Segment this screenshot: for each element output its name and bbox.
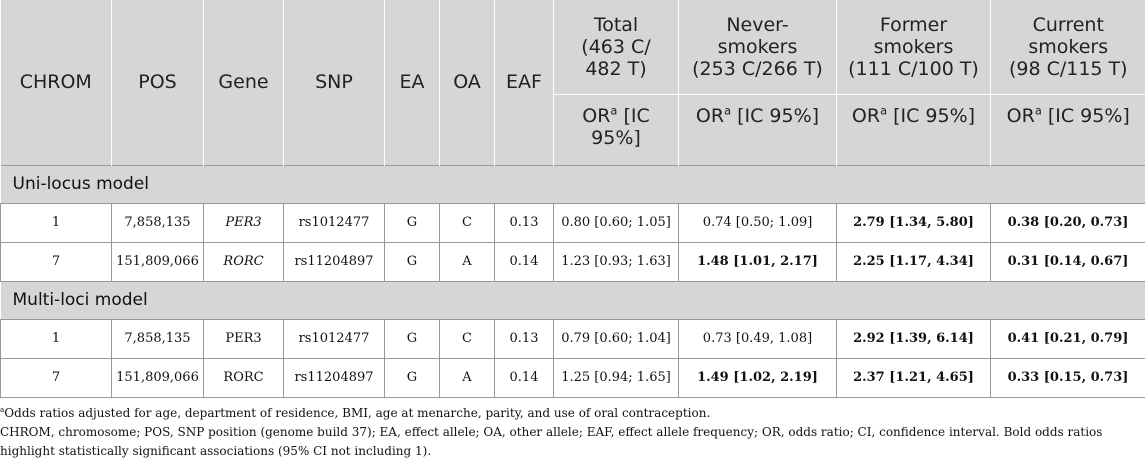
section-title: Uni-locus model (0, 164, 1145, 204)
group-header-never-smokers: Never- smokers (253 C/266 T) (678, 0, 837, 95)
footnote-mark: a (610, 103, 618, 118)
cell-eaf: 0.14 (494, 241, 554, 282)
group-header-total: Total (463 C/ 482 T) (553, 0, 679, 95)
ci-label: [IC 95%] (1041, 104, 1130, 127)
group-never-line2: smokers (717, 35, 798, 58)
cell-chrom: 7 (0, 241, 112, 282)
cell-never-or: 1.48 [1.01, 2.17] (678, 241, 837, 282)
cell-former-or: 2.25 [1.17, 4.34] (836, 241, 991, 282)
footnote-mark: a (1034, 103, 1042, 118)
cell-pos: 151,809,066 (111, 357, 204, 398)
cell-snp: rs11204897 (283, 357, 385, 398)
ci-label: [IC 95%] (731, 104, 820, 127)
group-total-line3: 482 T) (585, 57, 647, 80)
footnote-mark: a (880, 103, 888, 118)
group-total-line1: Total (593, 13, 639, 36)
cell-gene: PER3 (203, 318, 284, 359)
cell-chrom: 1 (0, 318, 112, 359)
cell-oa: A (439, 241, 495, 282)
or-label: OR (695, 104, 725, 127)
cell-ea: G (384, 241, 440, 282)
group-current-line3: (98 C/115 T) (1008, 57, 1128, 80)
cell-current-or: 0.31 [0.14, 0.67] (990, 241, 1145, 282)
col-header-pos: POS (111, 0, 204, 165)
cell-current-or: 0.33 [0.15, 0.73] (990, 357, 1145, 398)
section-title: Multi-loci model (0, 280, 1145, 320)
cell-pos: 151,809,066 (111, 241, 204, 282)
cell-eaf: 0.14 (494, 357, 554, 398)
cell-former-or: 2.79 [1.34, 5.80] (836, 202, 991, 243)
group-former-line1: Former (879, 13, 948, 36)
cell-total-or: 0.79 [0.60; 1.04] (553, 318, 679, 359)
cell-total-or: 1.23 [0.93; 1.63] (553, 241, 679, 282)
cell-gene: PER3 (203, 202, 284, 243)
ci-label: [IC 95%] (887, 104, 976, 127)
abbreviations-note: CHROM, chromosome; POS, SNP position (ge… (0, 425, 1103, 458)
group-current-line2: smokers (1028, 35, 1109, 58)
group-never-line3: (253 C/266 T) (692, 57, 823, 80)
cell-ea: G (384, 318, 440, 359)
col-header-snp: SNP (283, 0, 385, 165)
cell-chrom: 7 (0, 357, 112, 398)
table-row: 7 151,809,066 RORC rs11204897 G A 0.14 1… (0, 241, 1145, 282)
sub-header-never-or: ORa [IC 95%] (678, 94, 837, 165)
cell-never-or: 0.73 [0.49, 1.08] (678, 318, 837, 359)
section-row-multi-loci: Multi-loci model (0, 280, 1145, 320)
cell-oa: C (439, 202, 495, 243)
table-row: 7 151,809,066 RORC rs11204897 G A 0.14 1… (0, 357, 1145, 398)
table-notes: aOdds ratios adjusted for age, departmen… (0, 404, 1140, 461)
section-row-uni-locus: Uni-locus model (0, 164, 1145, 204)
cell-chrom: 1 (0, 202, 112, 243)
group-former-line2: smokers (873, 35, 954, 58)
group-never-line1: Never- (726, 13, 789, 36)
group-total-line2: (463 C/ (581, 35, 651, 58)
group-former-line3: (111 C/100 T) (848, 57, 979, 80)
ci-label: [IC 95%] (591, 104, 650, 149)
cell-oa: C (439, 318, 495, 359)
sub-header-former-or: ORa [IC 95%] (836, 94, 991, 165)
sub-header-total-or: ORa [IC 95%] (553, 94, 679, 165)
cell-snp: rs1012477 (283, 202, 385, 243)
cell-total-or: 1.25 [0.94; 1.65] (553, 357, 679, 398)
cell-former-or: 2.37 [1.21, 4.65] (836, 357, 991, 398)
cell-ea: G (384, 202, 440, 243)
or-label: OR (1006, 104, 1035, 127)
cell-oa: A (439, 357, 495, 398)
cell-eaf: 0.13 (494, 202, 554, 243)
cell-total-or: 0.80 [0.60; 1.05] (553, 202, 679, 243)
cell-pos: 7,858,135 (111, 318, 204, 359)
col-header-eaf: EAF (494, 0, 554, 165)
col-header-oa: OA (439, 0, 495, 165)
footnote: aOdds ratios adjusted for age, departmen… (0, 404, 1140, 423)
cell-never-or: 0.74 [0.50; 1.09] (678, 202, 837, 243)
group-current-line1: Current (1032, 13, 1104, 36)
cell-current-or: 0.41 [0.21, 0.79] (990, 318, 1145, 359)
group-header-current-smokers: Current smokers (98 C/115 T) (990, 0, 1145, 95)
footnote-mark: a (0, 405, 5, 414)
cell-ea: G (384, 357, 440, 398)
cell-snp: rs11204897 (283, 241, 385, 282)
cell-pos: 7,858,135 (111, 202, 204, 243)
cell-snp: rs1012477 (283, 318, 385, 359)
footnote-text: Odds ratios adjusted for age, department… (4, 406, 711, 420)
group-header-former-smokers: Former smokers (111 C/100 T) (836, 0, 991, 95)
results-table: CHROM POS Gene SNP EA OA EAF Total (463 … (0, 0, 1145, 398)
table-row: 1 7,858,135 PER3 rs1012477 G C 0.13 0.80… (0, 202, 1145, 243)
col-header-gene: Gene (203, 0, 284, 165)
cell-former-or: 2.92 [1.39, 6.14] (836, 318, 991, 359)
footnote-mark: a (724, 103, 732, 118)
cell-gene: RORC (203, 357, 284, 398)
cell-gene: RORC (203, 241, 284, 282)
col-header-ea: EA (384, 0, 440, 165)
table-row: 1 7,858,135 PER3 rs1012477 G C 0.13 0.79… (0, 318, 1145, 359)
cell-current-or: 0.38 [0.20, 0.73] (990, 202, 1145, 243)
or-label: OR (582, 104, 611, 127)
sub-header-current-or: ORa [IC 95%] (990, 94, 1145, 165)
or-label: OR (851, 104, 881, 127)
cell-eaf: 0.13 (494, 318, 554, 359)
results-table-container: CHROM POS Gene SNP EA OA EAF Total (463 … (0, 0, 1145, 398)
col-header-chrom: CHROM (0, 0, 112, 165)
cell-never-or: 1.49 [1.02, 2.19] (678, 357, 837, 398)
